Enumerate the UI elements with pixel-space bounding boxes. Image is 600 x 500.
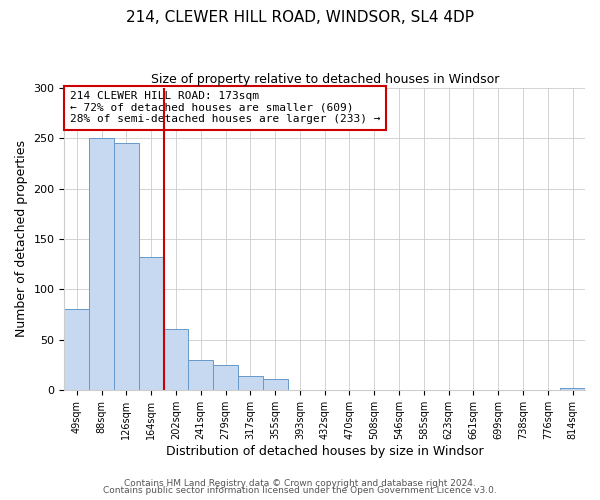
Bar (188, 360, 213, 390)
Y-axis label: Number of detached properties: Number of detached properties (15, 140, 28, 338)
Title: Size of property relative to detached houses in Windsor: Size of property relative to detached ho… (151, 72, 499, 86)
Bar (263, 379, 287, 390)
X-axis label: Distribution of detached houses by size in Windsor: Distribution of detached houses by size … (166, 444, 484, 458)
Bar (89, 138, 114, 390)
Text: Contains HM Land Registry data © Crown copyright and database right 2024.: Contains HM Land Registry data © Crown c… (124, 478, 476, 488)
Bar (560, 388, 585, 390)
Bar (164, 330, 188, 390)
Bar (64, 310, 89, 390)
Bar (114, 144, 139, 390)
Text: Contains public sector information licensed under the Open Government Licence v3: Contains public sector information licen… (103, 486, 497, 495)
Bar (139, 257, 164, 390)
Bar (238, 376, 263, 390)
Text: 214, CLEWER HILL ROAD, WINDSOR, SL4 4DP: 214, CLEWER HILL ROAD, WINDSOR, SL4 4DP (126, 10, 474, 25)
Bar (213, 364, 238, 390)
Text: 214 CLEWER HILL ROAD: 173sqm
← 72% of detached houses are smaller (609)
28% of s: 214 CLEWER HILL ROAD: 173sqm ← 72% of de… (70, 91, 380, 124)
